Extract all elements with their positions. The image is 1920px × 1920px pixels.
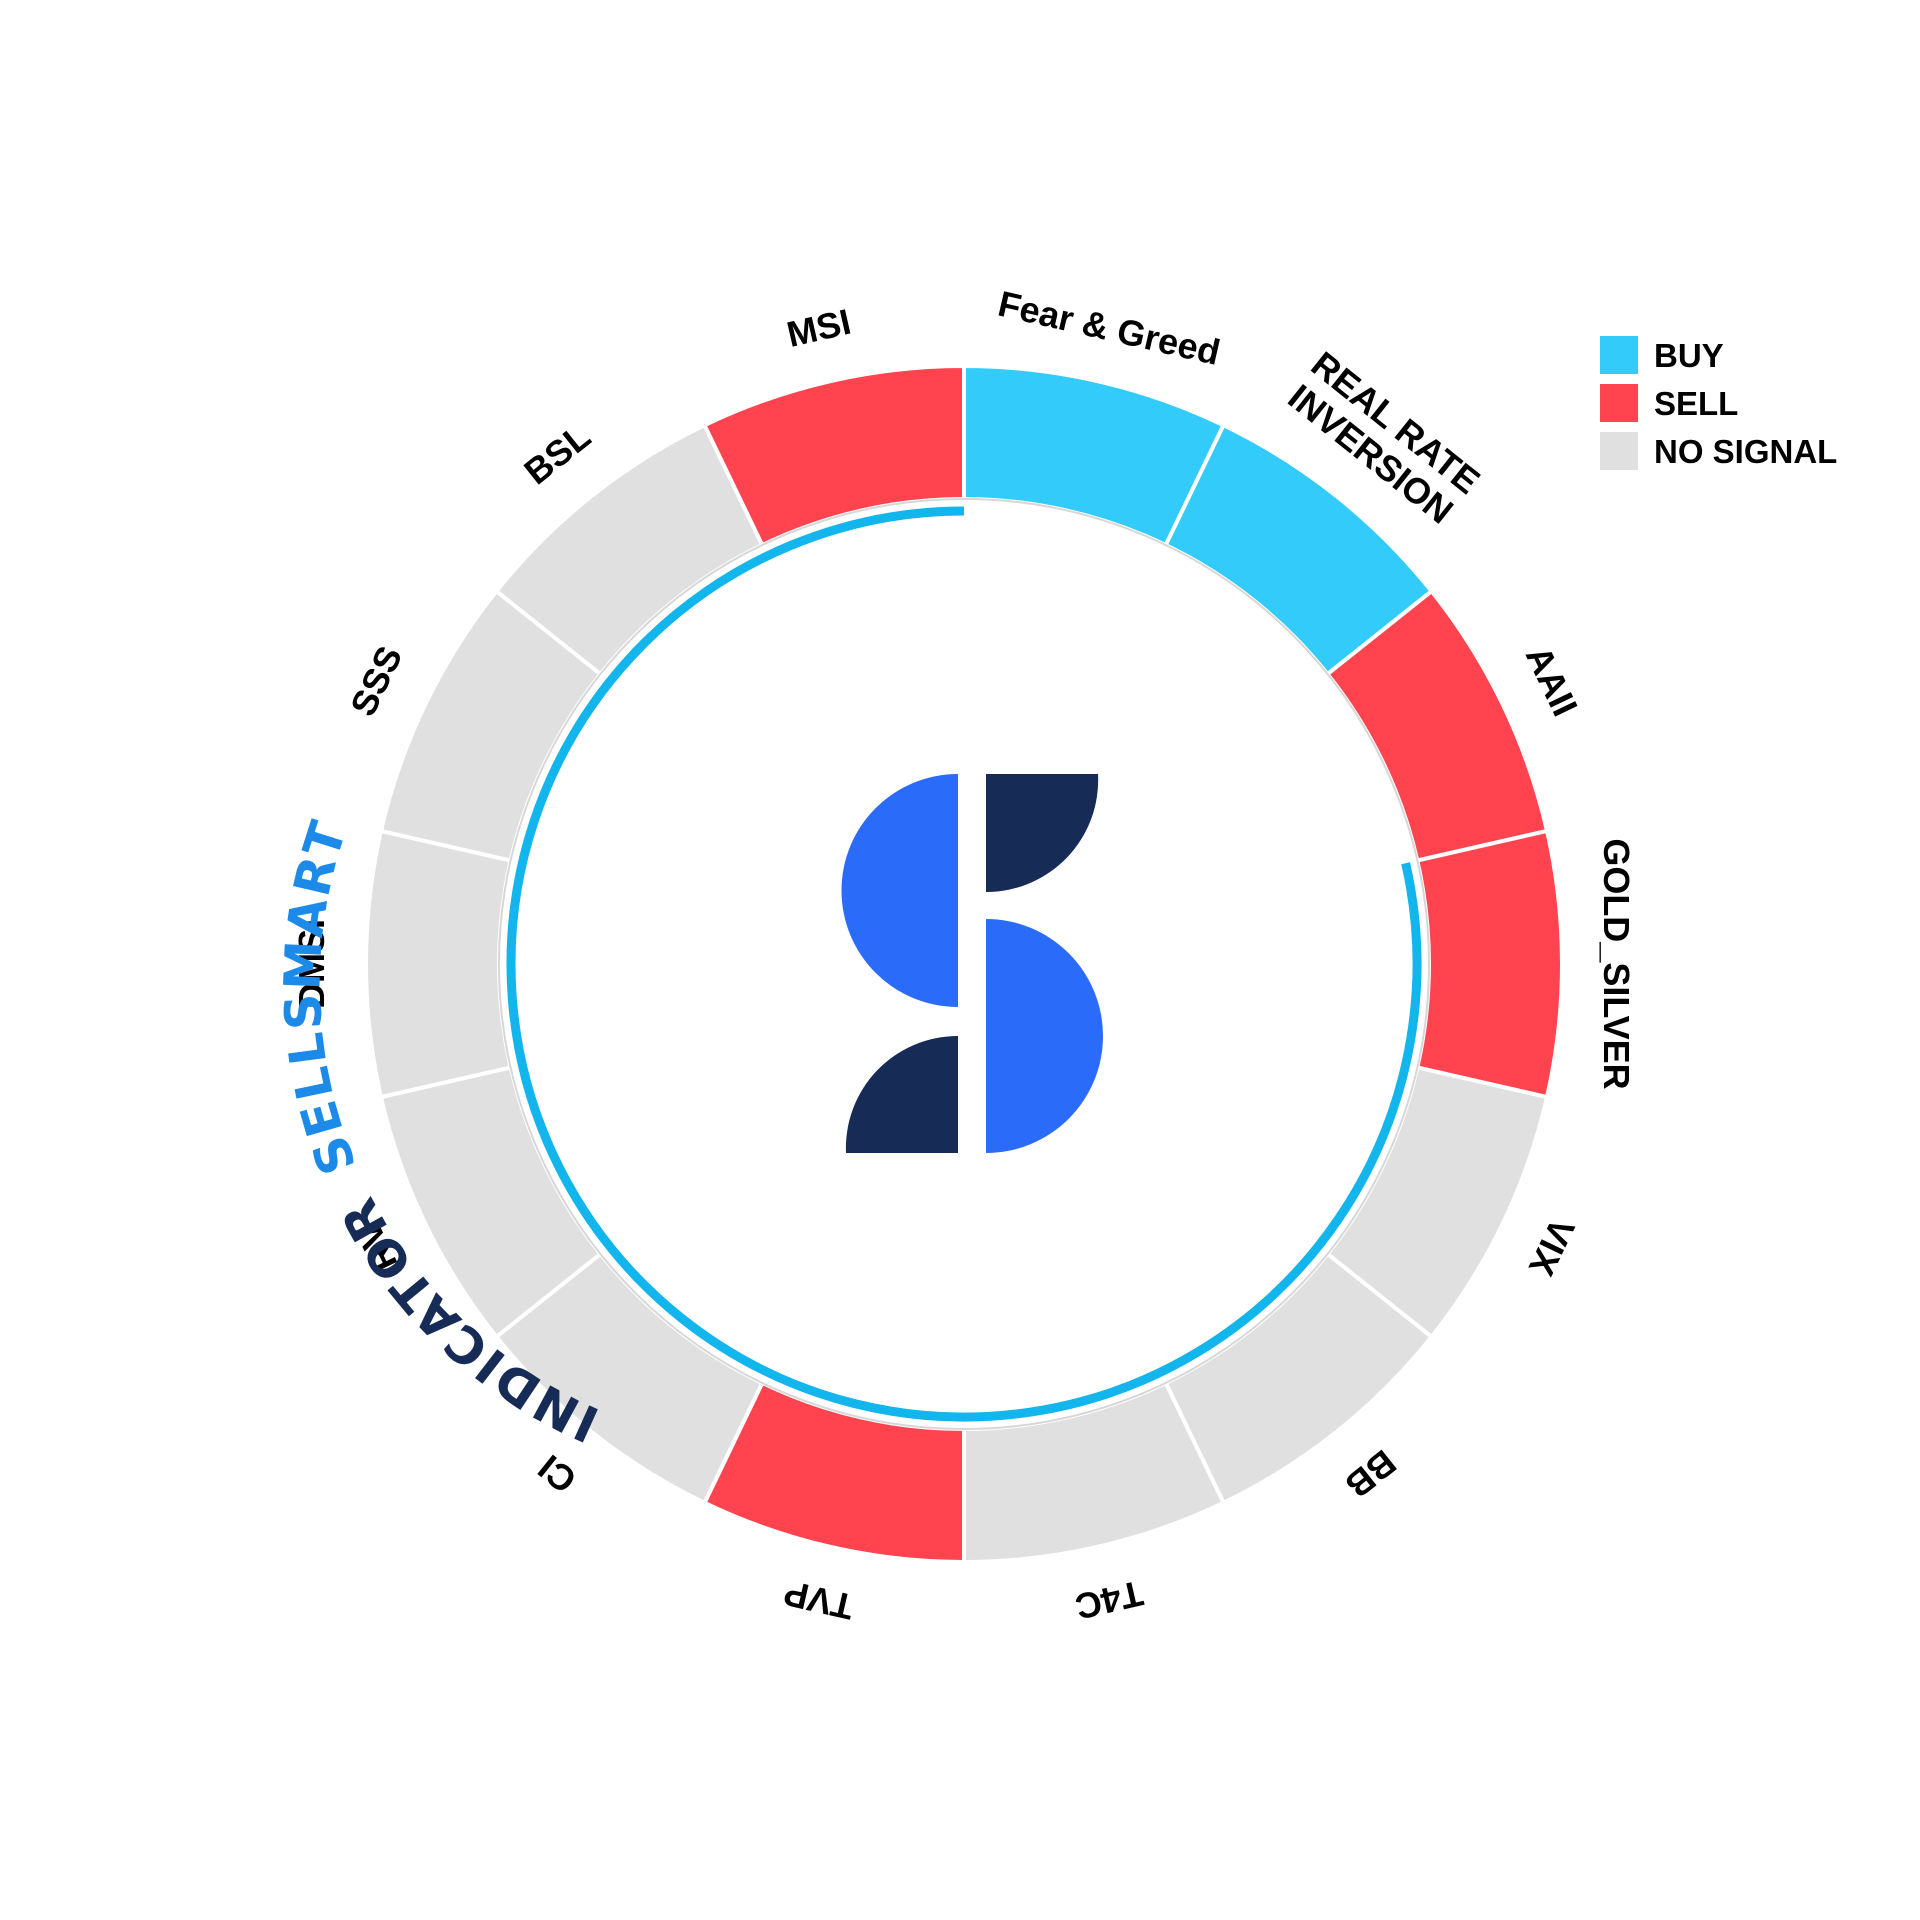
title-sellsmart-text: SELLSMART <box>273 813 367 1182</box>
segment-label-gold-silver: GOLD_SILVER <box>1596 838 1637 1089</box>
logo-lower-right-shape <box>986 919 1103 1153</box>
legend-swatch-sell <box>1600 384 1638 422</box>
legend-swatch-buy <box>1600 336 1638 374</box>
ring-inner-outline <box>498 498 1430 1430</box>
segment-label-msi: MSI <box>783 301 855 355</box>
segment-label-t4c: T4C <box>1071 1573 1146 1628</box>
legend-label-buy: BUY <box>1654 337 1724 374</box>
segment-label-sss: SSS <box>342 640 410 723</box>
legend-label-no-signal: NO SIGNAL <box>1654 433 1837 470</box>
logo-upper-left-shape <box>841 774 958 1007</box>
segment-label-ci: CI <box>530 1447 584 1502</box>
legend: BUY SELL NO SIGNAL <box>1600 336 1837 470</box>
logo-upper-right-shape <box>986 774 1099 893</box>
segment-label-tvp: TVP <box>780 1572 857 1628</box>
inner-progress-arc <box>506 506 1422 1422</box>
logo-lower-left-shape <box>845 1035 958 1153</box>
legend-swatch-no-signal <box>1600 432 1638 470</box>
segment-label-bsl: BSL <box>516 415 598 492</box>
segment-label-aaii: AAII <box>1518 640 1586 723</box>
legend-label-sell: SELL <box>1654 385 1738 422</box>
sellsmart-s-logo-icon <box>841 774 1103 1153</box>
segment-label-bb: BB <box>1338 1442 1404 1506</box>
segment-gold-silver <box>1414 828 1565 1100</box>
segment-label-fear-greed: Fear & Greed <box>994 283 1224 373</box>
segment-label-vix: VIX <box>1521 1212 1583 1282</box>
segment-dmsi <box>363 828 514 1100</box>
segment-label-dmsi: DMSI <box>291 919 332 1009</box>
